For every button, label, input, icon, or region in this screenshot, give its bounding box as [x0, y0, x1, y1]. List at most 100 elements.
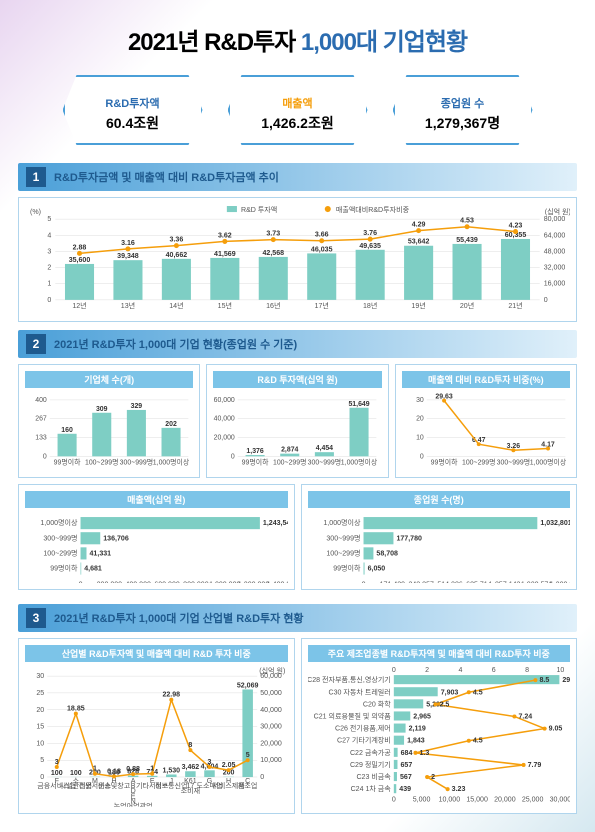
svg-text:15년: 15년: [218, 301, 232, 310]
svg-text:30,000: 30,000: [549, 796, 570, 803]
svg-text:99명이하: 99명이하: [430, 457, 457, 466]
svg-text:16년: 16년: [266, 301, 280, 310]
section1-header: 1R&D투자금액 및 매출액 대비 R&D투자금액 추이: [18, 163, 577, 191]
svg-text:100~299명: 100~299명: [43, 549, 77, 558]
svg-text:18.85: 18.85: [67, 705, 85, 712]
svg-text:1: 1: [93, 766, 97, 773]
svg-text:51,649: 51,649: [349, 401, 370, 408]
svg-text:21년: 21년: [508, 301, 522, 310]
svg-text:133: 133: [35, 435, 47, 442]
svg-text:514,286: 514,286: [437, 582, 463, 583]
svg-text:1,243,545: 1,243,545: [263, 520, 288, 527]
svg-text:2.5: 2.5: [439, 701, 449, 708]
svg-text:15: 15: [36, 723, 44, 730]
svg-text:8: 8: [188, 742, 192, 749]
svg-text:1,000명이상: 1,000명이상: [323, 518, 361, 527]
svg-text:99명이하: 99명이하: [54, 457, 81, 466]
svg-text:64,000: 64,000: [544, 232, 566, 239]
svg-text:C23 비금속: C23 비금속: [356, 772, 391, 781]
svg-text:99명이하: 99명이하: [333, 564, 361, 573]
svg-text:6,050: 6,050: [367, 566, 385, 573]
svg-text:8.5: 8.5: [539, 677, 549, 684]
svg-text:7,903: 7,903: [440, 689, 458, 696]
svg-text:C20 화학: C20 화학: [362, 699, 390, 708]
section3-row: 산업별 R&D투자액 및 매출액 대비 R&D 투자 비중00510,00010…: [18, 638, 577, 820]
hex-rnd: R&D투자액60.4조원: [63, 75, 203, 145]
svg-text:20,000: 20,000: [260, 740, 282, 747]
svg-text:41,569: 41,569: [214, 251, 236, 258]
svg-text:C27 기타기계장비: C27 기타기계장비: [336, 736, 390, 745]
svg-text:300~999명: 300~999명: [43, 533, 77, 542]
svg-text:29,814: 29,814: [562, 677, 570, 684]
svg-text:25,000: 25,000: [521, 796, 543, 803]
svg-text:5: 5: [40, 757, 44, 764]
svg-text:3.23: 3.23: [451, 786, 465, 793]
svg-text:1: 1: [150, 766, 154, 773]
svg-text:1,530: 1,530: [162, 767, 180, 774]
svg-text:15,000: 15,000: [466, 796, 488, 803]
svg-text:58,708: 58,708: [376, 551, 398, 558]
svg-text:309: 309: [96, 406, 108, 413]
svg-text:0.18: 0.18: [107, 768, 121, 775]
svg-text:567: 567: [399, 774, 411, 781]
svg-text:0: 0: [361, 582, 365, 583]
svg-text:300~999명: 300~999명: [496, 457, 530, 466]
svg-text:10: 10: [556, 667, 564, 674]
svg-text:10: 10: [36, 740, 44, 747]
svg-text:53,642: 53,642: [408, 239, 430, 246]
svg-text:C28 전자부품,통신,영상기기: C28 전자부품,통신,영상기기: [308, 675, 391, 684]
svg-text:4: 4: [47, 232, 51, 239]
section2-row1: 기업체 수(개)013326740016099명이하309100~299명329…: [18, 364, 577, 484]
svg-text:1,032,801: 1,032,801: [540, 520, 570, 527]
svg-text:1,376: 1,376: [247, 448, 264, 455]
svg-text:20: 20: [36, 707, 44, 714]
svg-text:171,429: 171,429: [379, 582, 405, 583]
svg-text:657: 657: [400, 762, 412, 769]
svg-text:55,439: 55,439: [456, 237, 478, 244]
svg-text:1,000명이상: 1,000명이상: [529, 457, 566, 466]
svg-text:3.73: 3.73: [266, 231, 280, 238]
svg-text:100~299명: 100~299명: [85, 457, 119, 466]
svg-text:2: 2: [425, 667, 429, 674]
svg-text:R&D 투자액: R&D 투자액: [241, 205, 277, 214]
svg-text:1,000,000: 1,000,000: [209, 582, 240, 583]
svg-text:342,857: 342,857: [408, 582, 434, 583]
hex-employees: 종업원 수1,279,367명: [393, 75, 533, 145]
svg-text:18년: 18년: [363, 301, 377, 310]
svg-text:0: 0: [260, 774, 264, 781]
svg-text:1,200,000: 1,200,000: [549, 582, 570, 583]
svg-text:C26 전기용품,제어: C26 전기용품,제어: [335, 724, 391, 733]
svg-text:400,000: 400,000: [125, 582, 151, 583]
section2-header: 22021년 R&D투자 1,000대 기업 현황(종업원 수 기준): [18, 330, 577, 358]
svg-text:300~999명: 300~999명: [308, 457, 342, 466]
svg-text:40,000: 40,000: [214, 416, 235, 423]
svg-text:2.88: 2.88: [73, 244, 87, 251]
svg-text:20년: 20년: [460, 301, 474, 310]
svg-text:3.62: 3.62: [218, 232, 232, 239]
svg-text:(십억 원): (십억 원): [545, 207, 570, 216]
svg-text:40,000: 40,000: [260, 707, 282, 714]
svg-text:0: 0: [43, 453, 47, 460]
svg-text:46,035: 46,035: [311, 246, 333, 253]
svg-text:4.53: 4.53: [460, 218, 474, 225]
svg-text:10,000: 10,000: [438, 796, 460, 803]
svg-text:1.3: 1.3: [419, 750, 429, 757]
svg-text:684: 684: [400, 750, 412, 757]
svg-text:2: 2: [47, 265, 51, 272]
svg-text:2,874: 2,874: [281, 447, 298, 454]
svg-text:100~299명: 100~299명: [462, 457, 496, 466]
svg-text:267: 267: [35, 416, 47, 423]
svg-text:17년: 17년: [315, 301, 329, 310]
svg-text:40,662: 40,662: [166, 252, 188, 259]
svg-text:7.24: 7.24: [518, 713, 532, 720]
svg-text:2.05: 2.05: [222, 762, 236, 769]
svg-text:60,000: 60,000: [214, 397, 235, 404]
svg-text:1,200,000: 1,200,000: [238, 582, 269, 583]
svg-text:1,400,000: 1,400,000: [267, 582, 288, 583]
svg-text:30,000: 30,000: [260, 723, 282, 730]
svg-text:100: 100: [70, 770, 82, 777]
svg-text:2: 2: [431, 774, 435, 781]
svg-text:329: 329: [131, 403, 143, 410]
svg-text:35,600: 35,600: [69, 257, 91, 264]
svg-text:32,000: 32,000: [544, 265, 566, 272]
